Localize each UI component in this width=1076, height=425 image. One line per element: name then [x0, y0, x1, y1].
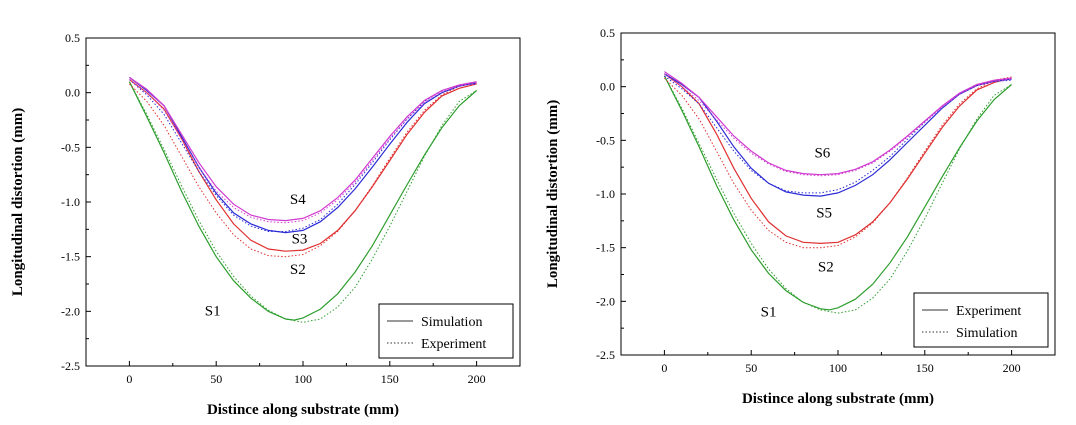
y-tick-label: -1.0 — [61, 195, 80, 209]
legend-box — [913, 292, 1049, 348]
series-line-s2-solid — [664, 73, 1012, 245]
legend-label: Simulation — [421, 315, 482, 330]
annotation-s3: S3 — [292, 232, 308, 248]
annotation-s1: S1 — [761, 304, 777, 320]
series-group — [128, 76, 477, 323]
legend-label: Experiment — [421, 337, 486, 352]
x-tick-label: 100 — [829, 361, 847, 375]
annotation-s1: S1 — [205, 304, 221, 320]
series-line-s1-solid — [663, 75, 1012, 311]
legend-label: Simulation — [956, 326, 1017, 341]
series-line-s1-dotted — [663, 75, 1012, 314]
series-line-s4-solid — [129, 76, 477, 222]
y-tick-label: 0.5 — [65, 31, 80, 45]
x-tick-label: 50 — [745, 361, 757, 375]
legend: Experiment Simulation — [913, 292, 1049, 348]
y-axis-title: Longitudinal distortion (mm) — [545, 100, 561, 288]
series-line-s2-dotted — [129, 82, 477, 258]
chart-left: 0.5 0.0 -0.5 -1.0 -1.5 -2.0 -2.5 0 50 100 150 200 Di… — [10, 31, 521, 418]
y-tick-label: -1.0 — [596, 187, 615, 201]
chart-right: 0.5 0.0 -0.5 -1.0 -1.5 -2.0 -2.5 0 50 100 150 200 Di… — [545, 26, 1056, 407]
legend-label: Experiment — [956, 304, 1021, 319]
y-tick-label: -2.5 — [596, 348, 615, 362]
y-tick-label: -0.5 — [596, 133, 615, 147]
y-tick-label: 0.5 — [600, 26, 615, 40]
y-tick-label: 0.0 — [65, 86, 80, 100]
x-tick-label: 0 — [661, 361, 667, 375]
x-tick-label: 0 — [126, 372, 132, 386]
y-tick-label: -2.0 — [596, 294, 615, 308]
y-tick-label: -2.0 — [61, 304, 80, 318]
series-line-s2-solid — [129, 79, 477, 252]
x-tick-label: 100 — [294, 372, 312, 386]
y-tick-label: -2.5 — [61, 359, 80, 373]
annotation-s2: S2 — [290, 262, 306, 278]
series-line-s4-dotted — [129, 79, 477, 224]
x-tick-label: 200 — [1003, 361, 1021, 375]
annotation-s6: S6 — [814, 146, 830, 162]
x-tick-label: 150 — [381, 372, 399, 386]
y-tick-label: -1.5 — [61, 250, 80, 264]
y-tick-label: 0.0 — [600, 80, 615, 94]
legend-box — [378, 303, 514, 359]
y-tick-label: -0.5 — [61, 140, 80, 154]
legend: Simulation Experiment — [378, 303, 514, 359]
x-tick-label: 50 — [210, 372, 222, 386]
annotation-s4: S4 — [290, 192, 306, 208]
x-tick-label: 150 — [916, 361, 934, 375]
series-line-s3-solid — [129, 76, 477, 234]
annotation-s5: S5 — [816, 206, 832, 222]
series-group — [663, 71, 1012, 314]
annotation-s2: S2 — [818, 259, 834, 275]
y-axis-title: Longitudinal distortion (mm) — [10, 108, 26, 296]
series-line-s5-solid — [664, 73, 1012, 197]
series-line-s3-dotted — [129, 79, 477, 232]
x-axis-title: Distince along substrate (mm) — [742, 391, 934, 407]
x-tick-label: 200 — [468, 372, 486, 386]
y-tick-label: -1.5 — [596, 241, 615, 255]
x-axis-title: Distince along substrate (mm) — [207, 402, 399, 418]
series-line-s6-dotted — [664, 73, 1012, 177]
series-line-s6-solid — [664, 71, 1012, 176]
series-line-s2-dotted — [664, 76, 1012, 249]
series-line-s1-solid — [128, 81, 477, 321]
